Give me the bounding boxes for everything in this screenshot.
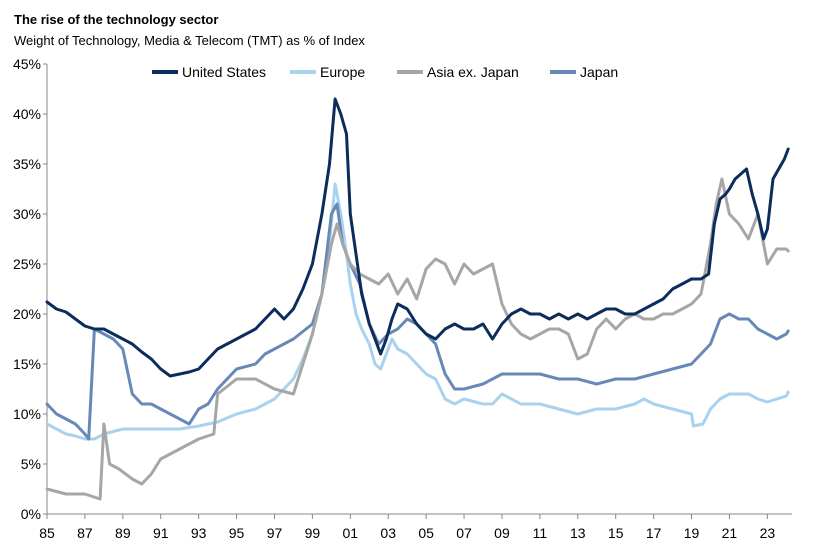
y-tick-label: 35% xyxy=(13,156,41,172)
series-line-europe xyxy=(45,182,790,441)
y-tick-label: 5% xyxy=(21,456,41,472)
chart-lines xyxy=(45,97,790,501)
y-tick-label: 25% xyxy=(13,256,41,272)
x-tick-label: 07 xyxy=(456,525,472,541)
x-tick-label: 89 xyxy=(115,525,131,541)
series-line-japan xyxy=(45,202,790,441)
x-tick-label: 13 xyxy=(570,525,586,541)
x-tick-label: 17 xyxy=(646,525,662,541)
x-tick-label: 09 xyxy=(494,525,510,541)
x-tick-label: 01 xyxy=(343,525,359,541)
y-tick-label: 10% xyxy=(13,406,41,422)
x-tick-label: 11 xyxy=(533,525,548,541)
legend-label-asia-ex-japan: Asia ex. Japan xyxy=(427,64,519,80)
legend-label-europe: Europe xyxy=(320,64,365,80)
x-tick-label: 03 xyxy=(380,525,396,541)
x-tick-label: 87 xyxy=(77,525,93,541)
chart-axes xyxy=(46,64,792,515)
x-tick-label: 99 xyxy=(305,525,321,541)
y-tick-label: 20% xyxy=(13,306,41,322)
legend-label-united-states: United States xyxy=(182,64,266,80)
x-tick-label: 95 xyxy=(229,525,245,541)
x-tick-label: 19 xyxy=(684,525,700,541)
y-tick-label: 40% xyxy=(13,106,41,122)
x-tick-label: 23 xyxy=(760,525,776,541)
chart-legend: United States Europe Asia ex. Japan Japan xyxy=(152,64,618,80)
y-tick-label: 30% xyxy=(13,206,41,222)
x-tick-label: 85 xyxy=(39,525,55,541)
y-tick-label: 0% xyxy=(21,506,41,522)
x-tick-label: 21 xyxy=(722,525,738,541)
x-tick-label: 93 xyxy=(191,525,207,541)
chart-title: The rise of the technology sector xyxy=(14,12,219,27)
legend-label-japan: Japan xyxy=(580,64,618,80)
x-tick-label: 97 xyxy=(267,525,283,541)
x-tick-label: 15 xyxy=(608,525,624,541)
series-line-united-states xyxy=(45,97,790,378)
series-line-asia-ex-japan xyxy=(45,177,790,501)
chart-ticks: 0% 5% 10% 15% 20% 25% 30% 35% 40% 45% 85 87 89 91 93 95… xyxy=(13,56,775,541)
x-tick-label: 91 xyxy=(153,525,169,541)
y-tick-label: 45% xyxy=(13,56,41,72)
x-tick-label: 05 xyxy=(418,525,434,541)
chart-subtitle: Weight of Technology, Media & Telecom (T… xyxy=(14,33,365,48)
y-tick-label: 15% xyxy=(13,356,41,372)
